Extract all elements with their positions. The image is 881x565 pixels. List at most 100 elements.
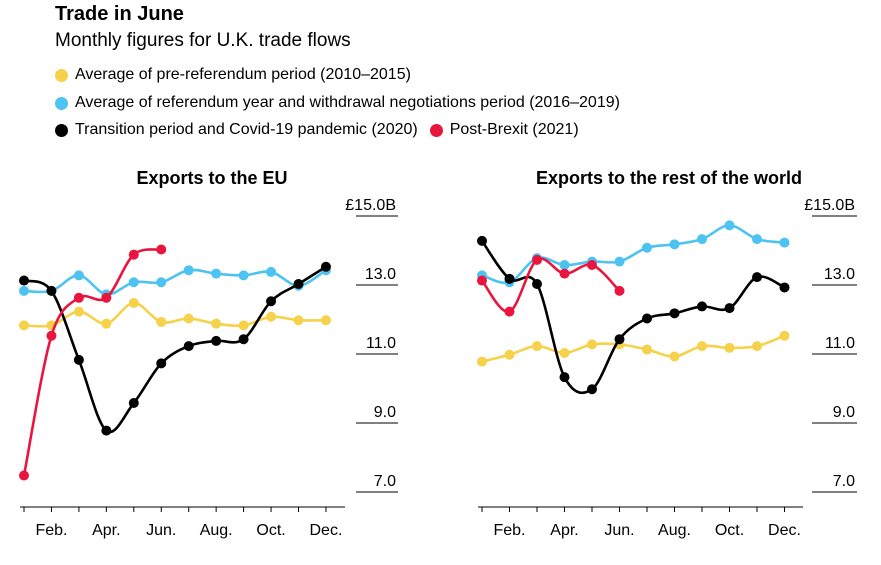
data-point [614, 285, 625, 296]
data-point [19, 285, 29, 296]
series-line [23, 265, 327, 434]
data-point [19, 275, 29, 286]
data-point [320, 315, 331, 326]
data-point [19, 320, 29, 331]
y-tick-label: £15.0B [804, 197, 855, 214]
data-point [669, 308, 680, 319]
y-tick-label: 7.0 [833, 473, 855, 490]
data-point [73, 292, 84, 303]
data-point [266, 311, 277, 322]
data-point [559, 372, 570, 383]
series-line [23, 268, 327, 296]
data-point [128, 297, 139, 308]
x-tick-label: Feb. [35, 522, 67, 539]
data-point [779, 282, 790, 293]
data-point [266, 266, 277, 277]
data-point [320, 261, 331, 272]
data-point [211, 318, 222, 329]
x-tick-label: Feb. [493, 522, 525, 539]
legend-row-3: Transition period and Covid-19 pandemic … [55, 121, 591, 139]
data-point [752, 272, 762, 283]
y-tick-label: 13.0 [365, 266, 396, 283]
data-point [642, 344, 652, 355]
data-point [73, 354, 84, 365]
data-point [128, 249, 139, 260]
x-tick-label: Jun. [146, 522, 176, 539]
data-point [559, 348, 570, 358]
data-point [293, 315, 304, 326]
data-point [504, 349, 515, 360]
legend-dot-icon [429, 123, 443, 137]
page-subtitle: Monthly figures for U.K. trade flows [55, 30, 351, 51]
x-tick-label: Oct. [256, 522, 285, 539]
data-point [724, 303, 735, 314]
data-point [697, 301, 707, 312]
data-point [532, 279, 542, 289]
legend-dot-icon [55, 123, 68, 137]
data-point [183, 341, 194, 352]
data-point [46, 330, 57, 341]
data-point [477, 356, 487, 367]
legend-label: Post-Brexit (2021) [449, 121, 579, 138]
legend-label: Transition period and Covid-19 pandemic … [75, 121, 418, 138]
data-point [697, 234, 707, 245]
data-point [183, 265, 194, 276]
x-tick-label: Apr. [550, 522, 578, 539]
series-line [481, 334, 785, 363]
data-point [156, 316, 167, 327]
y-tick-label: 13.0 [824, 266, 855, 283]
data-point [238, 320, 249, 331]
page-title: Trade in June [55, 3, 184, 25]
x-tick-label: Oct. [715, 522, 744, 539]
data-point [238, 334, 249, 345]
data-point [19, 470, 29, 481]
data-point [156, 244, 167, 255]
data-point [669, 239, 680, 250]
data-point [532, 254, 542, 265]
x-tick-label: Dec. [768, 522, 801, 539]
legend-row-2: Average of referendum year and withdrawa… [55, 94, 632, 112]
y-tick-label: 7.0 [374, 473, 396, 490]
data-point [266, 296, 277, 307]
legend-item-referendum-withdrawal: Average of referendum year and withdrawa… [55, 94, 620, 112]
data-point [752, 341, 762, 352]
legend-row-1: Average of pre-referendum period (2010–2… [55, 66, 423, 84]
series-line [23, 301, 326, 328]
data-point [183, 313, 194, 324]
data-point [614, 334, 625, 345]
y-tick-label: 9.0 [374, 404, 396, 421]
data-point [211, 335, 222, 346]
legend-item-transition-covid: Transition period and Covid-19 pandemic … [55, 121, 418, 139]
chart-title: Exports to the rest of the world [536, 168, 802, 188]
data-point [101, 292, 112, 303]
data-point [101, 318, 112, 329]
data-point [128, 277, 139, 288]
series-line [480, 240, 786, 395]
data-point [697, 341, 707, 352]
data-point [156, 277, 167, 288]
data-point [559, 268, 570, 279]
data-point [504, 306, 515, 317]
data-point [73, 270, 84, 281]
series-line [480, 257, 621, 313]
data-point [724, 220, 735, 231]
data-point [724, 342, 735, 353]
legend-dot-icon [55, 68, 68, 82]
data-point [642, 313, 652, 324]
legend-item-post-brexit: Post-Brexit (2021) [429, 121, 579, 139]
legend-dot-icon [55, 96, 68, 110]
legend-item-pre-referendum: Average of pre-referendum period (2010–2… [55, 66, 411, 84]
data-point [587, 339, 597, 350]
data-point [559, 260, 570, 271]
data-point [73, 306, 84, 317]
chart-title: Exports to the EU [136, 168, 287, 188]
x-tick-label: Aug. [658, 522, 691, 539]
data-point [101, 425, 112, 436]
data-point [779, 237, 790, 248]
data-point [128, 398, 139, 409]
y-tick-label: 9.0 [833, 404, 855, 421]
x-tick-label: Apr. [92, 522, 120, 539]
data-point [477, 275, 487, 286]
y-tick-label: 11.0 [366, 335, 396, 352]
